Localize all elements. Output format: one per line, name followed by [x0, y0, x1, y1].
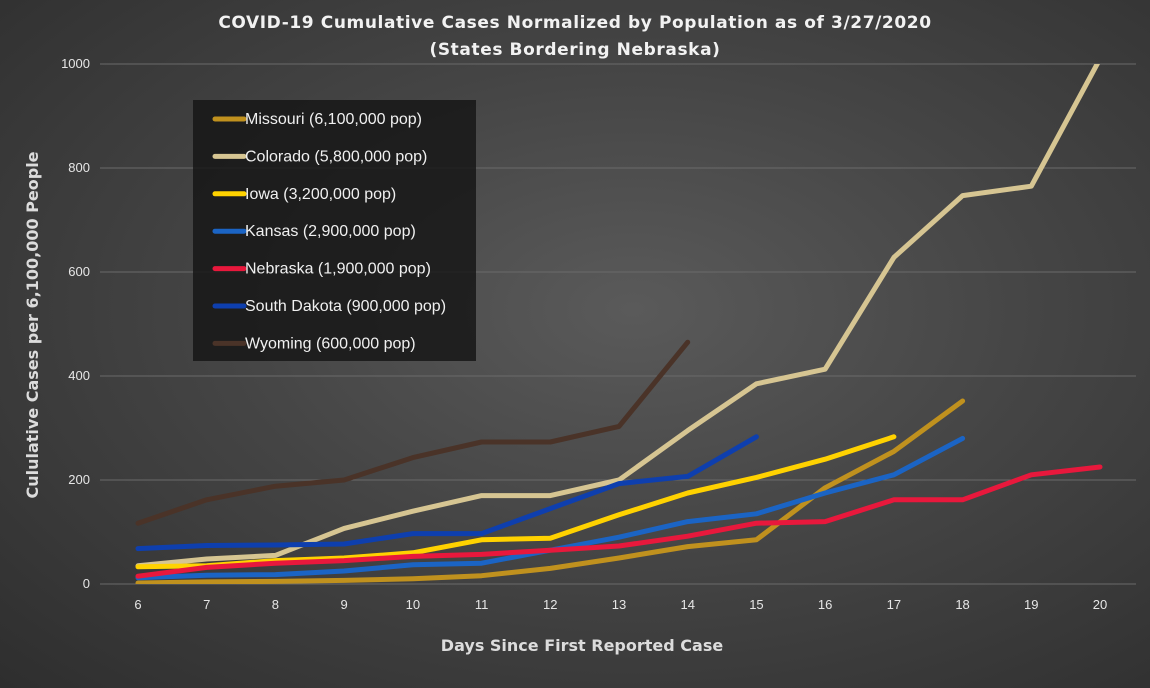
legend: Missouri (6,100,000 pop) Colorado (5,800,…	[193, 100, 476, 361]
series-lines	[135, 64, 1103, 584]
series-line-0	[135, 398, 966, 584]
y-tick-label: 1000	[61, 56, 90, 71]
chart-subtitle: (States Bordering Nebraska)	[429, 40, 720, 60]
x-tick-label: 12	[543, 597, 557, 612]
x-tick-label: 9	[341, 597, 348, 612]
legend-label: South Dakota (900,000 pop)	[245, 298, 446, 315]
chart-title: COVID-19 Cumulative Cases Normalized by …	[218, 13, 931, 33]
x-tick-label: 11	[475, 597, 489, 612]
series-line-5	[135, 434, 759, 552]
x-tick-label: 19	[1024, 597, 1038, 612]
legend-label: Colorado (5,800,000 pop)	[245, 148, 427, 165]
y-axis-title: Cululative Cases per 6,100,000 People	[23, 151, 42, 498]
y-axis: 0 200 400 600 800 1000	[61, 56, 90, 591]
x-tick-label: 20	[1093, 597, 1107, 612]
x-tick-label: 6	[134, 597, 141, 612]
legend-label: Missouri (6,100,000 pop)	[245, 111, 422, 128]
x-axis: 6 7 8 9 10 11 12 13 14 15 16 17 18 19 20	[134, 597, 1107, 612]
series-line-6	[135, 339, 691, 526]
series-line-4	[135, 464, 1103, 579]
y-tick-label: 800	[68, 160, 90, 175]
y-tick-label: 400	[68, 368, 90, 383]
x-tick-label: 16	[818, 597, 832, 612]
legend-label: Iowa (3,200,000 pop)	[245, 186, 396, 203]
x-tick-label: 8	[272, 597, 279, 612]
legend-label: Kansas (2,900,000 pop)	[245, 223, 416, 240]
x-tick-label: 7	[203, 597, 210, 612]
x-tick-label: 13	[612, 597, 626, 612]
legend-label: Nebraska (1,900,000 pop)	[245, 261, 431, 278]
x-tick-label: 17	[887, 597, 901, 612]
x-axis-title: Days Since First Reported Case	[441, 636, 724, 655]
y-tick-label: 0	[83, 576, 90, 591]
y-tick-label: 200	[68, 472, 90, 487]
legend-label: Wyoming (600,000 pop)	[245, 335, 416, 352]
x-tick-label: 14	[680, 597, 694, 612]
x-tick-label: 10	[406, 597, 420, 612]
x-tick-label: 15	[749, 597, 763, 612]
y-tick-label: 600	[68, 264, 90, 279]
x-tick-label: 18	[955, 597, 969, 612]
legend-items: Missouri (6,100,000 pop) Colorado (5,800,…	[212, 111, 446, 352]
